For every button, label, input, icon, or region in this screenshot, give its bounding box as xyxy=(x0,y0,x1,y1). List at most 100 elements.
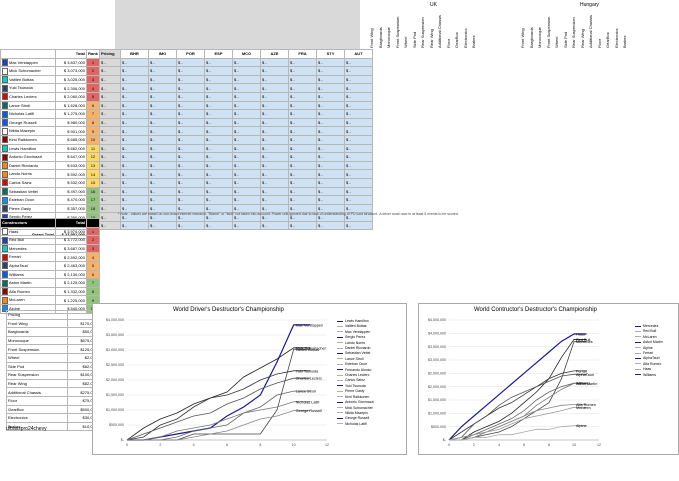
legend-item: Ferrari xyxy=(635,351,663,356)
x-tick-label: 0 xyxy=(448,443,450,447)
legend-item: Alpine xyxy=(635,346,663,351)
x-tick-label: 2 xyxy=(159,443,161,447)
race-cell: $ - xyxy=(148,220,177,231)
team-color-swatch xyxy=(2,196,8,204)
driver-rank: 16 xyxy=(86,186,100,197)
legend-label: Nicholas Latifi xyxy=(345,421,367,426)
team-color-swatch xyxy=(2,288,8,295)
driver-name-label: George Russell xyxy=(9,119,37,125)
legend-item: Pierre Gasly xyxy=(337,389,374,394)
race-col-header: AUT xyxy=(344,49,373,59)
race-cell: $ - xyxy=(148,186,177,197)
driver-total: $ 532,000 xyxy=(55,177,87,188)
race-cell: $ - xyxy=(260,177,289,188)
race-cell: $ - xyxy=(316,91,345,102)
constructors-table: Constructors Total Haas $ 3,974,000 1 Red B… xyxy=(0,218,100,314)
parts-col-header: Additional Chassis xyxy=(588,15,593,48)
legend-label: Max Verstappen xyxy=(345,329,371,334)
legend-item: McLaren xyxy=(635,335,663,340)
race-cell: $ - xyxy=(344,186,373,197)
race-cell: $ - xyxy=(120,152,149,162)
pricing-part: Rear Wing xyxy=(6,378,68,389)
legend-item: Nikita Mazepin xyxy=(337,411,374,416)
race-cell: $ - xyxy=(204,134,233,145)
legend-label: Nikita Mazepin xyxy=(345,410,368,415)
constructor-row: AlphaTauri $ 2,463,000 5 xyxy=(0,260,100,271)
x-tick-label: 10 xyxy=(292,443,296,447)
driver-name-label: Mick Schumacher xyxy=(9,68,41,74)
race-cell: $ - xyxy=(176,83,205,93)
pricing-cell: $ - xyxy=(99,220,121,231)
race-cell: $ - xyxy=(148,160,177,171)
hungary-label: Hungary xyxy=(580,2,599,8)
x-tick-label: 12 xyxy=(597,443,601,447)
race-col-header: STY xyxy=(316,49,345,59)
race-cell: $ - xyxy=(316,169,345,179)
pricing-row: Electronics $30,000 xyxy=(6,413,99,423)
pricing-cell: $ - xyxy=(99,100,121,111)
legend-swatch xyxy=(337,331,343,333)
legend-label: Aston Martin xyxy=(643,340,663,345)
race-col-header: AZE xyxy=(260,49,289,59)
legend-item: Fernando Alonso xyxy=(337,368,374,373)
constructor-rank: 4 xyxy=(86,252,100,262)
driver-name: George Russell xyxy=(0,117,56,128)
pricing-cell: $ - xyxy=(99,160,121,171)
driver-row: Nikita Mazepin $ 901,000 9 $ - $ - $ - $ - $ - $… xyxy=(0,126,373,136)
x-tick-label: 10 xyxy=(572,443,576,447)
driver-name-label: Nicholas Latifi xyxy=(9,111,34,117)
constructors-chart-panel: World Contructor's Destructor's Champion… xyxy=(418,303,679,455)
drivers-header-pricing: Pricing xyxy=(99,49,121,59)
legend-label: Sergio Perez xyxy=(345,335,366,340)
race-cell: $ - xyxy=(344,169,373,179)
y-tick-label: $2,000,000 xyxy=(106,378,124,382)
driver-rank: 7 xyxy=(86,109,100,119)
driver-row: Nicholas Latifi $ 1,275,000 7 $ - $ - $ - $ - $… xyxy=(0,109,373,119)
driver-name: Daniel Ricciardo xyxy=(0,160,56,171)
y-tick-label: $2,500,000 xyxy=(106,363,124,367)
parts-col-header: Brakes xyxy=(471,35,476,48)
race-cell: $ - xyxy=(204,152,233,162)
pricing-part: Floor xyxy=(6,395,68,406)
race-cell: $ - xyxy=(260,152,289,162)
race-col-header: ESP xyxy=(204,49,233,59)
series-line xyxy=(126,377,311,441)
race-cell: $ - xyxy=(204,160,233,171)
series-line xyxy=(449,341,587,441)
constructors-header-row: Constructors Total xyxy=(0,218,100,228)
team-color-swatch xyxy=(2,153,8,161)
driver-total: $ 470,000 xyxy=(55,195,87,205)
parts-col-header: Rear Suspension xyxy=(571,17,576,48)
drivers-header-total: Total xyxy=(55,49,87,59)
legend-label: AlphaTauri xyxy=(643,356,660,361)
constructor-name-label: Mercedes xyxy=(9,245,27,251)
team-color-swatch xyxy=(2,305,8,313)
race-cell: $ - xyxy=(204,66,233,76)
series-line xyxy=(448,333,587,441)
parts-col-header: GearBox xyxy=(605,32,610,48)
race-cell: $ - xyxy=(344,177,373,188)
constructor-name-label: Aston Martin xyxy=(9,280,32,286)
series-end-label: Lance Stroll xyxy=(296,390,316,394)
race-cell: $ - xyxy=(288,126,317,136)
parts-col-header: Electronics xyxy=(462,28,468,48)
parts-col-header: Monocoque xyxy=(537,27,542,48)
legend-label: Pierre Gasly xyxy=(345,389,365,394)
race-cell: $ - xyxy=(316,74,345,85)
x-tick-label: 4 xyxy=(193,443,195,447)
constructor-name-label: McLaren xyxy=(9,297,25,303)
series-line xyxy=(448,370,587,441)
race-cell: $ - xyxy=(148,195,177,205)
constructor-rank: 5 xyxy=(86,260,100,271)
team-color-swatch xyxy=(2,253,8,261)
pricing-title: Pricing xyxy=(6,310,68,320)
constructor-name: Mercedes xyxy=(0,243,56,254)
race-cell: $ - xyxy=(176,109,205,119)
race-cell: $ - xyxy=(344,126,373,136)
driver-name-label: Kimi Raikkonen xyxy=(9,137,37,143)
driver-rank: 18 xyxy=(86,203,100,214)
pricing-row: Rear Wing $82,000 xyxy=(6,378,99,389)
legend-swatch xyxy=(635,352,641,354)
driver-name-label: Lando Norris xyxy=(9,171,32,177)
legend-item: Red Bull xyxy=(635,329,663,334)
